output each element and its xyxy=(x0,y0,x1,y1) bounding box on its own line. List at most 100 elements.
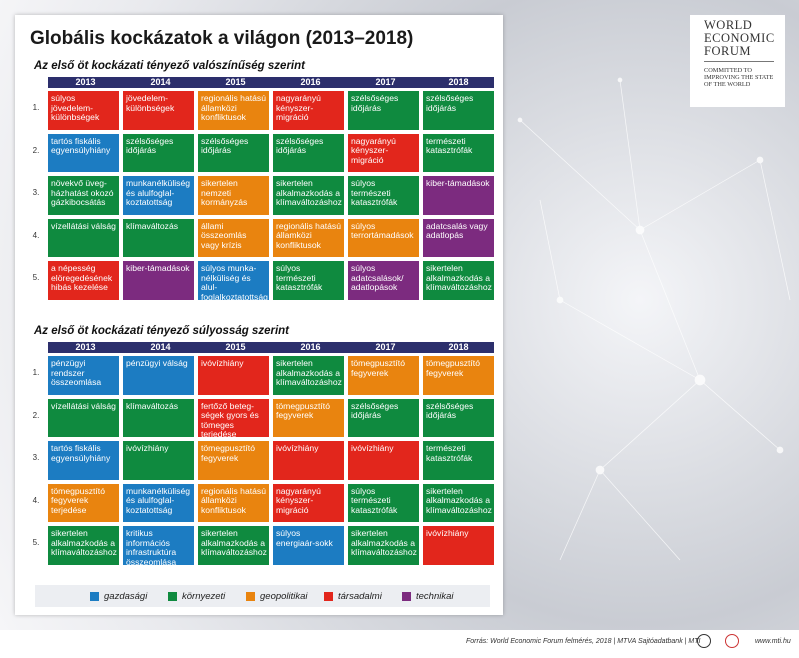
risk-cell: kiber-támadások xyxy=(123,261,194,300)
risk-cell: pénzügyi rendszer összeomlása xyxy=(48,356,119,395)
column-header: 2015 xyxy=(198,342,273,353)
risk-cell: sikertelen alkalmazkodás a klímaváltozás… xyxy=(48,526,119,565)
risk-cell: tömegpusztító fegyverek xyxy=(348,356,419,395)
risk-cell: a népesség elöregedésének hibás kezelése xyxy=(48,261,119,300)
row-label: 3. xyxy=(32,453,40,462)
legend-swatch xyxy=(324,592,333,601)
network-decoration xyxy=(0,0,799,630)
risk-cell: ivóvízhiány xyxy=(198,356,269,395)
risk-cell: szélsőséges időjárás xyxy=(348,398,419,437)
risk-cell: tömegpusztító fegyverek xyxy=(273,398,344,437)
risk-cell: nagyarányú kényszer-migráció xyxy=(273,91,344,130)
risk-cell: sikertelen alkalmazkodás a klímaváltozás… xyxy=(348,526,419,565)
logo-motto: COMMITTED TO xyxy=(704,67,752,74)
legend-swatch xyxy=(402,592,411,601)
column-header: 2014 xyxy=(123,77,198,88)
risk-cell: szélsőséges időjárás xyxy=(423,398,494,437)
row-label: 4. xyxy=(32,230,40,240)
legend-box xyxy=(35,585,490,607)
risk-cell: sikertelen alkalmazkodás a klímaváltozás… xyxy=(273,176,344,215)
risk-cell: kiber-támadások xyxy=(423,176,494,215)
risk-cell: klímaváltozás xyxy=(123,398,194,437)
risk-cell: súlyos természeti katasztrófák xyxy=(348,176,419,215)
logo-rule xyxy=(704,61,774,62)
risk-cell: sikertelen nemzeti kormányzás xyxy=(198,176,269,215)
risk-cell: nagyarányú kényszer-migráció xyxy=(348,133,419,172)
footer-icon xyxy=(697,634,711,648)
column-header: 2017 xyxy=(348,77,423,88)
risk-cell: súlyos jövedelem-különbségek xyxy=(48,91,119,130)
risk-cell: sikertelen alkalmazkodás a klímaváltozás… xyxy=(423,261,494,300)
legend-swatch xyxy=(168,592,177,601)
legend-label: technikai xyxy=(416,591,454,602)
row-label: 3. xyxy=(32,188,40,197)
legend-swatch xyxy=(90,592,99,601)
table-title: Az első öt kockázati tényező súlyosság s… xyxy=(34,325,289,337)
column-header: 2018 xyxy=(423,77,494,88)
risk-cell: szélsőséges időjárás xyxy=(348,91,419,130)
risk-cell: pénzügyi válság xyxy=(123,356,194,395)
risk-cell: jövedelem-különbségek xyxy=(123,91,194,130)
risk-cell: súlyos munka-nélküliség és alul-foglalko… xyxy=(198,261,269,300)
column-header: 2015 xyxy=(198,77,273,88)
source: Forrás: World Economic Forum felmérés, 2… xyxy=(466,638,701,645)
logo-name: WORLD xyxy=(704,18,753,32)
risk-cell: súlyos természeti katasztrófák xyxy=(273,261,344,300)
legend-label: gazdasági xyxy=(104,591,148,602)
risk-cell: vízellátási válság xyxy=(48,218,119,257)
row-label: 4. xyxy=(32,495,40,505)
risk-cell: súlyos adatcsalások/ adatlopások xyxy=(348,261,419,300)
risk-cell: fertőző beteg-ségek gyors és tömeges ter… xyxy=(198,398,269,437)
risk-cell: növekvő üveg-házhatást okozó gázkibocsát… xyxy=(48,176,119,215)
column-header: 2014 xyxy=(123,342,198,353)
column-header: 2016 xyxy=(273,77,348,88)
risk-cell: adatcsalás vagy adatlopás xyxy=(423,218,494,257)
risk-cell: ivóvízhiány xyxy=(423,526,494,565)
risk-cell: vízellátási válság xyxy=(48,398,119,437)
risk-cell: szélsőséges időjárás xyxy=(423,91,494,130)
risk-cell: munkanélküliség és alulfoglal-koztatotts… xyxy=(123,176,194,215)
risk-cell: munkanélküliség és alulfoglal-koztatotts… xyxy=(123,483,194,522)
risk-cell: regionális hatású államközi konfliktusok xyxy=(198,91,269,130)
row-label: 5. xyxy=(32,273,40,282)
logo-name: FORUM xyxy=(704,44,751,58)
risk-cell: regionális hatású államközi konfliktusok xyxy=(198,483,269,522)
logo-name: ECONOMIC xyxy=(704,31,775,45)
risk-cell: klímaváltozás xyxy=(123,218,194,257)
risk-cell: szélsőséges időjárás xyxy=(123,133,194,172)
risk-cell: súlyos természeti katasztrófák xyxy=(348,483,419,522)
column-header: 2013 xyxy=(48,77,123,88)
risk-cell: szélsőséges időjárás xyxy=(198,133,269,172)
column-header: 2013 xyxy=(48,342,123,353)
risk-cell: sikertelen alkalmazkodás a klímaváltozás… xyxy=(198,526,269,565)
risk-cell: nagyarányú kényszer-migráció xyxy=(273,483,344,522)
site: www.mti.hu xyxy=(755,638,791,645)
legend-label: geopolitikai xyxy=(260,591,308,602)
risk-cell: természeti katasztrófák xyxy=(423,441,494,480)
risk-cell: természeti katasztrófák xyxy=(423,133,494,172)
logo-motto: OF THE WORLD xyxy=(704,81,751,88)
column-header: 2018 xyxy=(423,342,494,353)
risk-cell: tartós fiskális egyensúlyhiány xyxy=(48,133,119,172)
risk-cell: sikertelen alkalmazkodás a klímaváltozás… xyxy=(423,483,494,522)
risk-cell: kritikus információs infrastruktúra össz… xyxy=(123,526,194,565)
row-label: 5. xyxy=(32,538,40,547)
legend-label: társadalmi xyxy=(338,591,382,602)
title: Globális kockázatok a világon (2013–2018… xyxy=(30,28,414,49)
risk-cell: ivóvízhiány xyxy=(123,441,194,480)
row-label: 1. xyxy=(32,368,40,377)
risk-cell: tartós fiskális egyensúlyhiány xyxy=(48,441,119,480)
column-header: 2017 xyxy=(348,342,423,353)
legend-label: környezeti xyxy=(182,591,226,602)
risk-cell: állami összeomlás vagy krízis xyxy=(198,218,269,257)
row-label: 2. xyxy=(32,145,40,155)
risk-cell: súlyos terrortámadások xyxy=(348,218,419,257)
risk-cell: szélsőséges időjárás xyxy=(273,133,344,172)
risk-cell: ivóvízhiány xyxy=(348,441,419,480)
legend-swatch xyxy=(246,592,255,601)
risk-cell: súlyos energiaár-sokk xyxy=(273,526,344,565)
risk-cell: tömegpusztító fegyverek terjedése xyxy=(48,483,119,522)
logo: WORLD ECONOMIC FORUM COMMITTED TO IMPROVING … xyxy=(690,15,785,107)
row-label: 1. xyxy=(32,103,40,112)
